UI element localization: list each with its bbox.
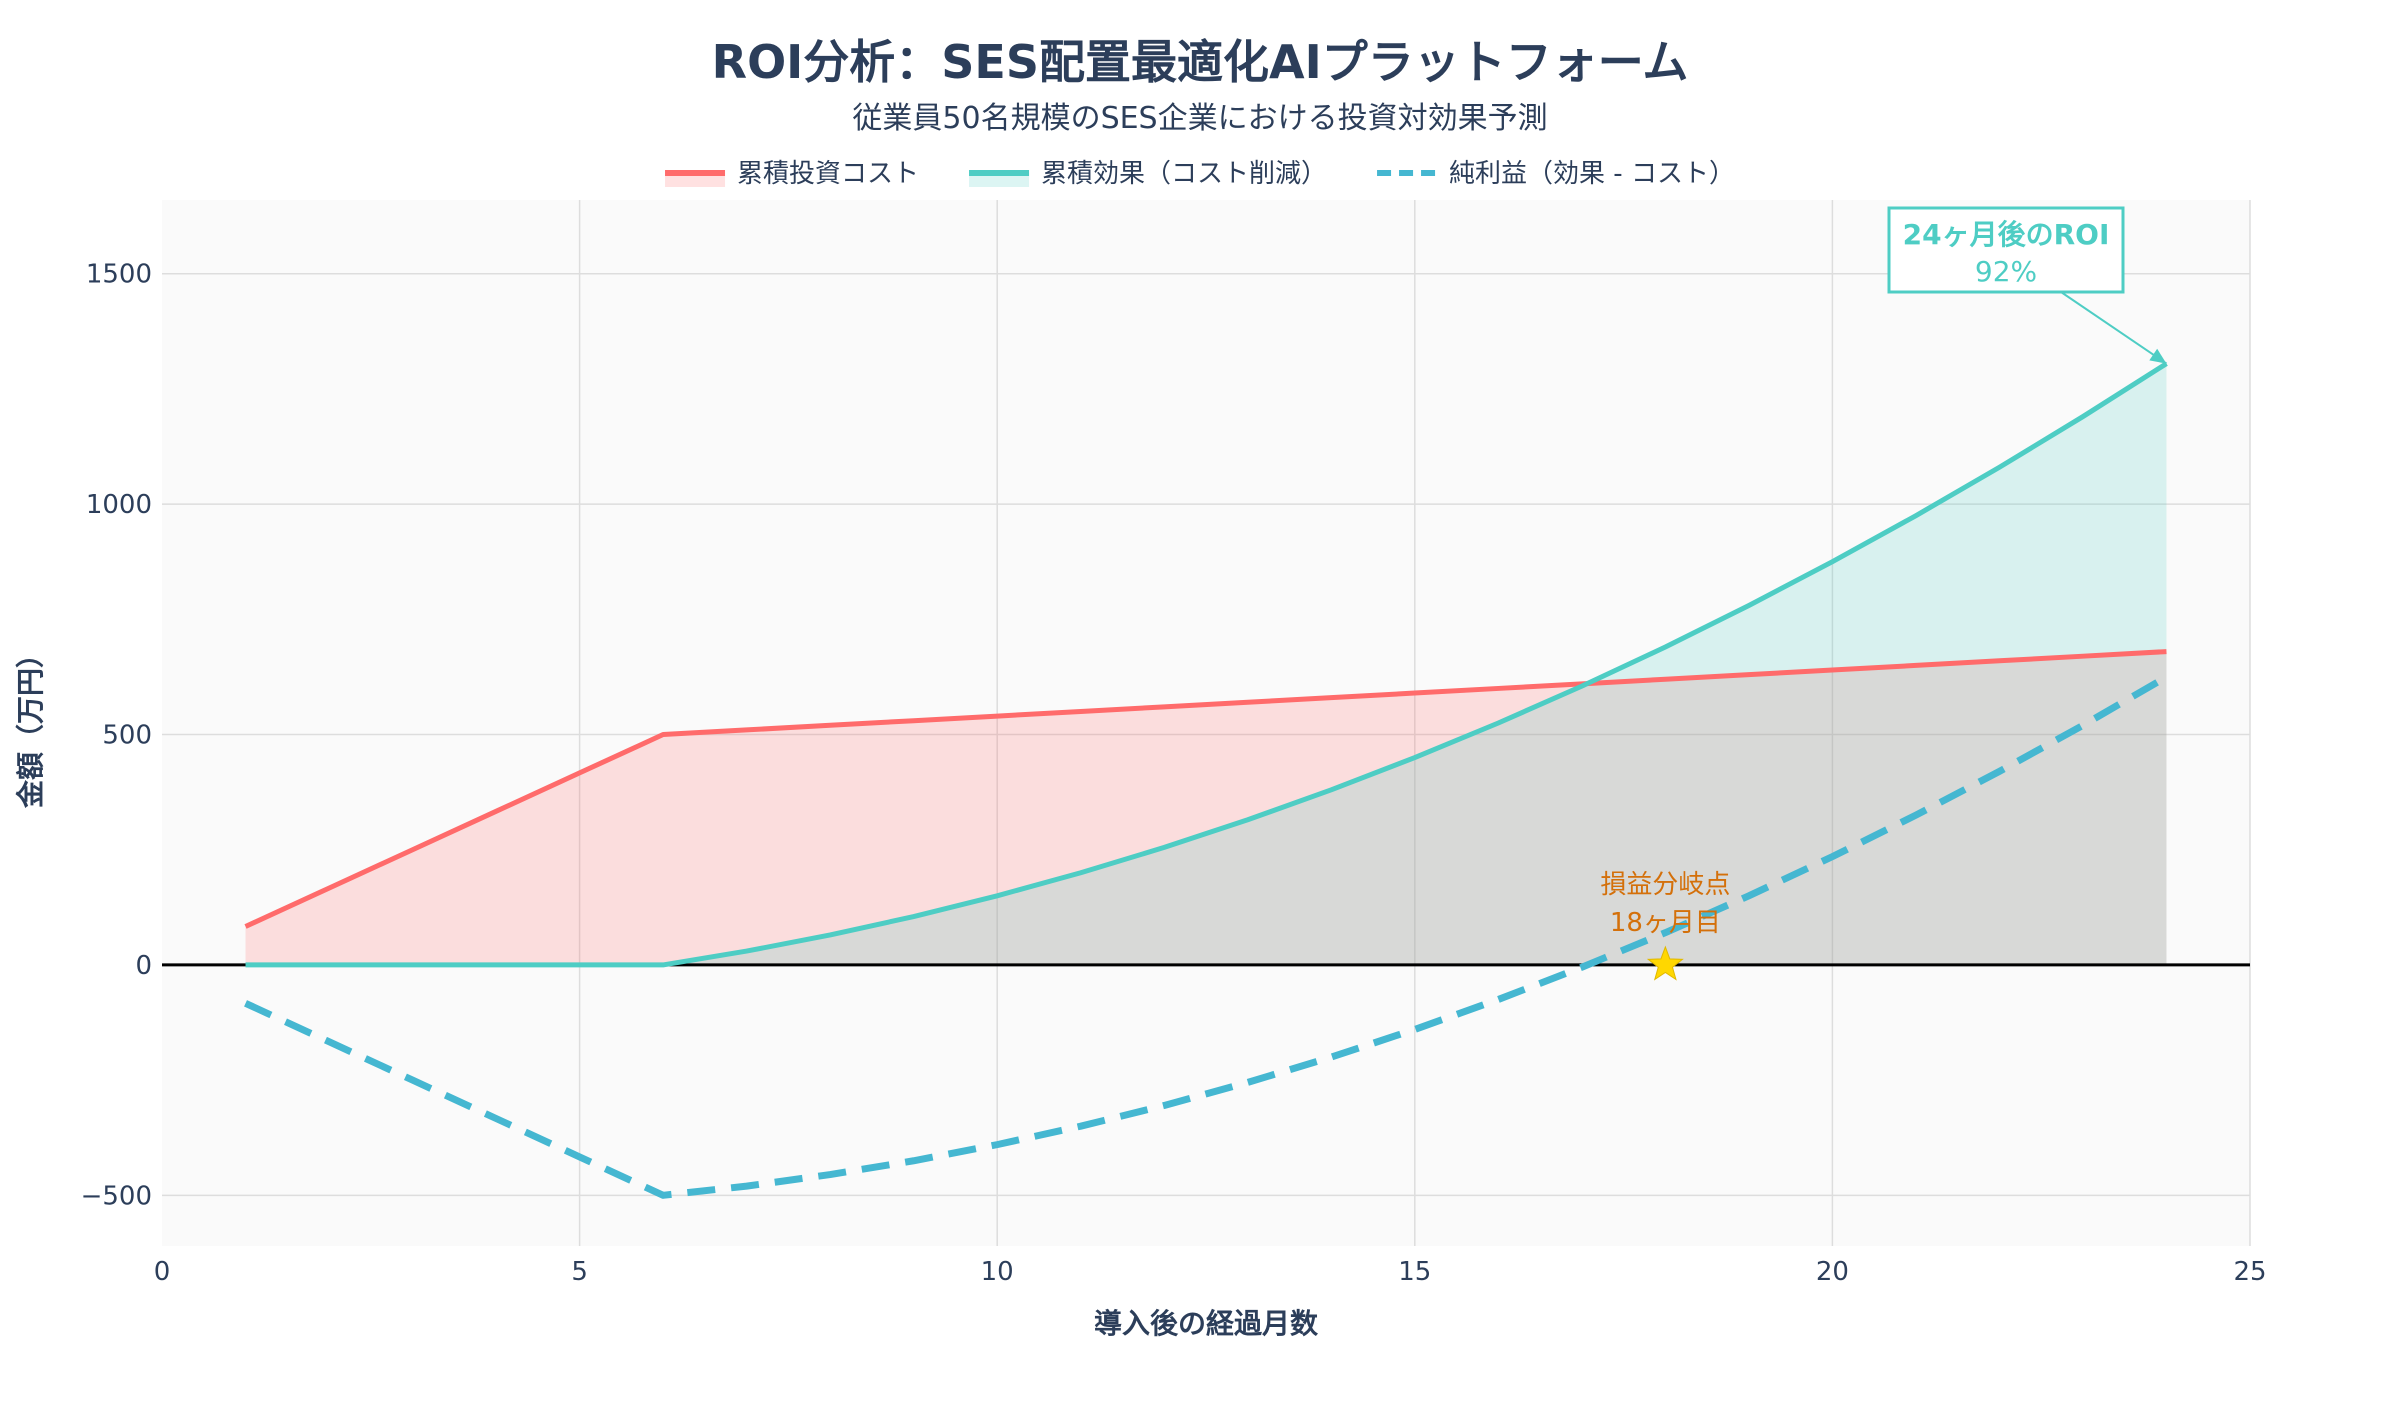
y-tick-label: 0: [135, 951, 152, 981]
series-lines: [244, 361, 2169, 1199]
roi-annotation-arrowhead: [2149, 348, 2167, 364]
chart-subtitle: 従業員50名規模のSES企業における投資対効果予測: [852, 101, 1547, 136]
legend-label[interactable]: 累積投資コスト: [737, 159, 919, 189]
legend-swatch-fill: [969, 173, 1030, 187]
annotations: 24ヶ月後のROI 92% 損益分岐点 18ヶ月目: [1600, 206, 2168, 981]
legend-item[interactable]: 累積投資コスト: [665, 159, 919, 189]
roi-annotation-box: [1887, 206, 2125, 294]
breakeven-star-marker: [1646, 945, 1684, 981]
chart-title: ROI分析：SES配置最適化AIプラットフォーム: [712, 35, 1689, 89]
x-tick-label: 25: [2233, 1257, 2266, 1287]
x-tick-label: 0: [154, 1257, 171, 1287]
legend-label[interactable]: 純利益（効果 - コスト）: [1449, 159, 1735, 189]
roi-annotation-title: 24ヶ月後のROI: [1903, 218, 2110, 251]
y-tick-label: 1500: [86, 260, 152, 290]
y-axis-title: 金額（万円）: [14, 640, 47, 809]
x-tick-label: 10: [981, 1257, 1014, 1287]
plot-background: [162, 200, 2250, 1246]
area-fill-series-1: [245, 363, 2167, 965]
series-line-1: [245, 361, 2168, 968]
area-fill-series-0: [245, 651, 2167, 965]
tick-labels: 0 5 10 15 20 25 −500 0 500 1000 1500: [81, 260, 2267, 1287]
breakeven-month-label: 18ヶ月目: [1610, 908, 1721, 938]
legend-label[interactable]: 累積効果（コスト削減）: [1041, 159, 1327, 189]
x-tick-label: 20: [1816, 1257, 1849, 1287]
y-tick-label: 500: [102, 721, 152, 751]
legend-swatch-fill: [665, 173, 726, 187]
x-tick-label: 5: [571, 1257, 588, 1287]
x-axis-title: 導入後の経過月数: [1094, 1307, 1319, 1340]
series-line-2: [244, 673, 2169, 1199]
legend-item[interactable]: 累積効果（コスト削減）: [969, 159, 1327, 189]
legend: 累積投資コスト 累積効果（コスト削減） 純利益（効果 - コスト）: [665, 159, 1735, 189]
breakeven-label: 損益分岐点: [1600, 870, 1730, 900]
roi-annotation-arrow: [2060, 291, 2168, 365]
series-line-0: [244, 649, 2167, 929]
y-tick-label: −500: [81, 1181, 152, 1211]
legend-item[interactable]: 純利益（効果 - コスト）: [1377, 159, 1735, 189]
x-tick-label: 15: [1398, 1257, 1431, 1287]
y-tick-label: 1000: [86, 490, 152, 520]
area-fills: [245, 363, 2167, 965]
roi-annotation-value: 92%: [1975, 255, 2037, 288]
